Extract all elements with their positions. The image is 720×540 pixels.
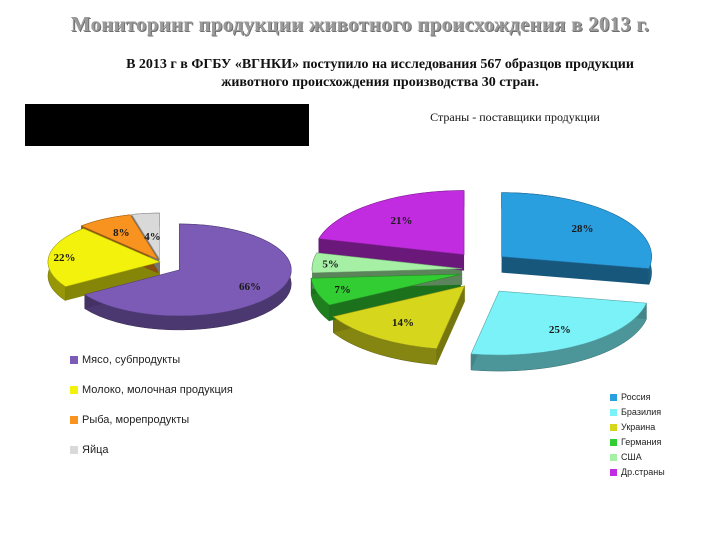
legend-swatch-украина: [610, 424, 617, 431]
legend-label-украина: Украина: [621, 422, 655, 432]
legend-swatch-др-страны: [610, 469, 617, 476]
data-label-сша: 5%: [322, 258, 339, 270]
legend-label-бразилия: Бразилия: [621, 407, 661, 417]
data-label-яйца: 4%: [144, 231, 161, 243]
slice-яйца: [131, 212, 160, 261]
slice-wall-россия: [501, 256, 649, 285]
data-label-россия: 28%: [571, 223, 593, 235]
legend-label-молоко-молочная-продукция: Молоко, молочная продукция: [82, 384, 233, 396]
legend-label-мясо-субпродукты: Мясо, субпродукты: [82, 354, 180, 366]
slice-wall-молоко-молочная-продукция: [65, 262, 160, 301]
data-label-др-страны: 21%: [391, 215, 413, 227]
slice-молоко-молочная-продукция: [47, 228, 161, 287]
data-label-мясо-субпродукты: 66%: [239, 281, 261, 293]
slice-рыба-морепродукты: [80, 214, 159, 261]
slice-сша: [311, 252, 463, 274]
legend-swatch-бразилия: [610, 409, 617, 416]
countries-legend: Россия Бразилия Украина Германия США Др.стран…: [610, 392, 665, 477]
subtitle-line-1: В 2013 г в ФГБУ «ВГНКИ» поступило на исс…: [126, 57, 634, 72]
subtitle-line-2: животного происхождения производства 30 …: [221, 75, 539, 90]
slice-бразилия: [470, 290, 647, 356]
data-label-украина: 14%: [392, 317, 414, 329]
legend-swatch-молоко-молочная-продукция: [70, 386, 78, 394]
products-pie-chart: 66% 22% 8% 4%: [47, 212, 292, 331]
slice-мясо-субпродукты: [83, 223, 292, 317]
legend-swatch-рыба-морепродукты: [70, 416, 78, 424]
legend-label-россия: Россия: [621, 392, 651, 402]
slice-россия: [501, 192, 652, 269]
legend-label-германия: Германия: [621, 437, 661, 447]
slice-германия: [310, 273, 461, 306]
slice-wall-украина: [436, 285, 465, 365]
slice-др-страны: [318, 190, 465, 255]
legend-swatch-россия: [610, 394, 617, 401]
slide-subtitle: В 2013 г в ФГБУ «ВГНКИ» поступило на исс…: [60, 56, 700, 92]
countries-chart-title: Страны - поставщики продукции: [430, 110, 600, 124]
legend-swatch-мясо-субпродукты: [70, 356, 78, 364]
legend-label-рыба-морепродукты: Рыба, морепродукты: [82, 414, 189, 426]
legend-label-др-страны: Др.страны: [621, 467, 665, 477]
countries-pie-chart: 28% 25% 14% 7% 5% 21%: [310, 190, 652, 372]
legend-swatch-сша: [610, 454, 617, 461]
slice-украина: [332, 285, 466, 349]
slice-wall-др-страны: [318, 238, 465, 271]
data-label-германия: 7%: [334, 284, 351, 296]
products-legend: Мясо, субпродукты Молоко, молочная продук…: [70, 354, 233, 456]
data-label-бразилия: 25%: [549, 324, 571, 336]
legend-swatch-германия: [610, 439, 617, 446]
data-label-рыба-морепродукты: 8%: [113, 227, 130, 239]
legend-label-яйца: Яйца: [82, 444, 109, 456]
data-label-молоко-молочная-продукция: 22%: [53, 252, 75, 264]
legend-swatch-яйца: [70, 446, 78, 454]
redacted-block: [25, 104, 309, 146]
slide-title: Мониторинг продукции животного происхожд…: [70, 12, 650, 36]
legend-label-сша: США: [621, 452, 642, 462]
